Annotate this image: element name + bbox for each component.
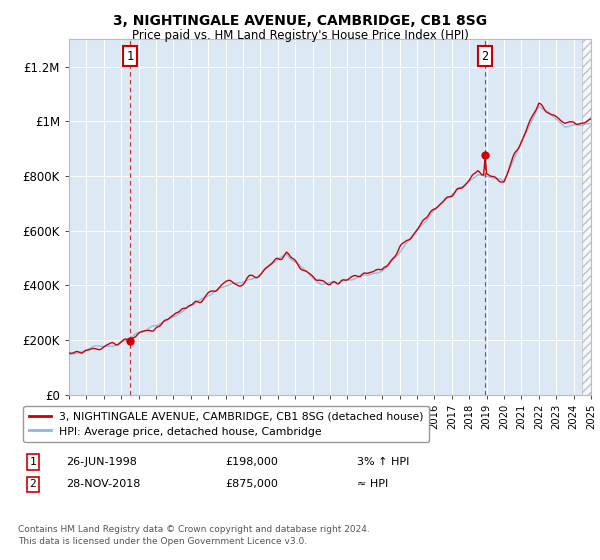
Legend: 3, NIGHTINGALE AVENUE, CAMBRIDGE, CB1 8SG (detached house), HPI: Average price, : 3, NIGHTINGALE AVENUE, CAMBRIDGE, CB1 8S… bbox=[23, 406, 429, 442]
Text: £198,000: £198,000 bbox=[225, 457, 278, 467]
Text: £875,000: £875,000 bbox=[225, 479, 278, 489]
Text: 1: 1 bbox=[29, 457, 37, 467]
Text: 26-JUN-1998: 26-JUN-1998 bbox=[66, 457, 137, 467]
Text: Price paid vs. HM Land Registry's House Price Index (HPI): Price paid vs. HM Land Registry's House … bbox=[131, 29, 469, 42]
Text: 28-NOV-2018: 28-NOV-2018 bbox=[66, 479, 140, 489]
Text: 1: 1 bbox=[127, 50, 133, 63]
Text: ≈ HPI: ≈ HPI bbox=[357, 479, 388, 489]
Text: Contains HM Land Registry data © Crown copyright and database right 2024.
This d: Contains HM Land Registry data © Crown c… bbox=[18, 525, 370, 546]
Text: 2: 2 bbox=[482, 50, 489, 63]
Text: 3% ↑ HPI: 3% ↑ HPI bbox=[357, 457, 409, 467]
Bar bbox=[582, 39, 591, 395]
Text: 3, NIGHTINGALE AVENUE, CAMBRIDGE, CB1 8SG: 3, NIGHTINGALE AVENUE, CAMBRIDGE, CB1 8S… bbox=[113, 14, 487, 28]
Text: 2: 2 bbox=[29, 479, 37, 489]
